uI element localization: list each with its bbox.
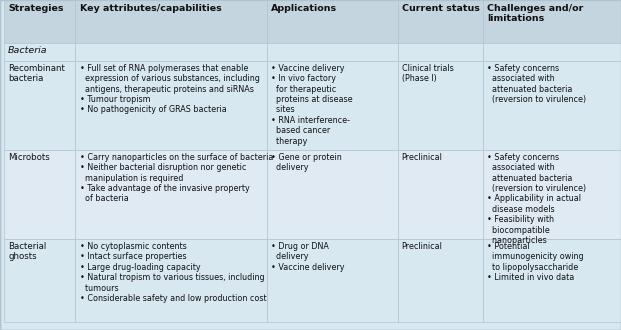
Bar xyxy=(483,150,621,239)
Text: • Full set of RNA polymerases that enable
  expression of various substances, in: • Full set of RNA polymerases that enabl… xyxy=(79,64,260,115)
Text: Bacteria: Bacteria xyxy=(8,46,48,54)
Text: • Safety concerns
  associated with
  attenuated bacteria
  (reversion to virule: • Safety concerns associated with attenu… xyxy=(487,153,586,245)
Bar xyxy=(4,239,76,322)
Bar xyxy=(397,150,483,239)
Bar xyxy=(4,150,76,239)
Bar xyxy=(4,0,76,43)
Bar xyxy=(76,239,266,322)
Bar xyxy=(76,61,266,150)
Bar xyxy=(483,61,621,150)
Bar xyxy=(266,43,397,61)
Text: • Potential
  immunogenicity owing
  to lipopolysaccharide
• Limited in vivo dat: • Potential immunogenicity owing to lipo… xyxy=(487,242,584,282)
Text: • Carry nanoparticles on the surface of bacteria
• Neither bacterial disruption : • Carry nanoparticles on the surface of … xyxy=(79,153,273,204)
Bar xyxy=(483,43,621,61)
Text: Clinical trials
(Phase I): Clinical trials (Phase I) xyxy=(402,64,453,83)
Bar xyxy=(266,150,397,239)
Text: Current status: Current status xyxy=(402,4,479,13)
Bar xyxy=(483,0,621,43)
Text: Preclinical: Preclinical xyxy=(402,153,442,162)
Bar xyxy=(397,61,483,150)
Bar xyxy=(397,0,483,43)
Bar xyxy=(397,43,483,61)
Bar xyxy=(4,43,76,61)
Text: Challenges and/or
limitations: Challenges and/or limitations xyxy=(487,4,584,23)
Text: • No cytoplasmic contents
• Intact surface properties
• Large drug-loading capac: • No cytoplasmic contents • Intact surfa… xyxy=(79,242,266,303)
Text: Bacterial
ghosts: Bacterial ghosts xyxy=(8,242,47,261)
Text: Applications: Applications xyxy=(271,4,337,13)
Bar xyxy=(76,43,266,61)
Bar xyxy=(397,239,483,322)
Text: • Safety concerns
  associated with
  attenuated bacteria
  (reversion to virule: • Safety concerns associated with attenu… xyxy=(487,64,586,104)
Bar xyxy=(76,150,266,239)
Text: Microbots: Microbots xyxy=(8,153,50,162)
Bar xyxy=(76,0,266,43)
Text: Recombinant
bacteria: Recombinant bacteria xyxy=(8,64,65,83)
Text: Key attributes/capabilities: Key attributes/capabilities xyxy=(79,4,221,13)
Text: Strategies: Strategies xyxy=(8,4,63,13)
Text: • Vaccine delivery
• In vivo factory
  for therapeutic
  proteins at disease
  s: • Vaccine delivery • In vivo factory for… xyxy=(271,64,352,146)
Bar xyxy=(266,239,397,322)
Bar xyxy=(266,0,397,43)
Text: • Gene or protein
  delivery: • Gene or protein delivery xyxy=(271,153,342,172)
Text: • Drug or DNA
  delivery
• Vaccine delivery: • Drug or DNA delivery • Vaccine deliver… xyxy=(271,242,344,272)
Bar xyxy=(4,61,76,150)
Bar xyxy=(483,239,621,322)
Bar xyxy=(266,61,397,150)
Text: Preclinical: Preclinical xyxy=(402,242,442,251)
